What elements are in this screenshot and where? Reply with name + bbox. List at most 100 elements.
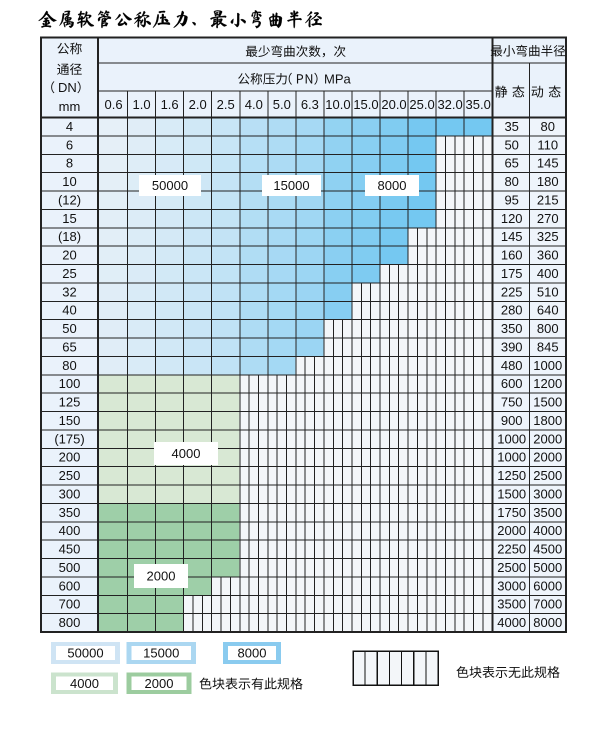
svg-text:4000: 4000 [497, 615, 526, 630]
svg-text:6.3: 6.3 [301, 97, 319, 112]
svg-text:600: 600 [501, 376, 523, 391]
svg-text:1000: 1000 [497, 450, 526, 465]
svg-text:(18): (18) [58, 229, 81, 244]
svg-text:35: 35 [504, 119, 518, 134]
svg-text:80: 80 [541, 119, 555, 134]
svg-text:3000: 3000 [497, 578, 526, 593]
svg-text:845: 845 [537, 339, 559, 354]
svg-text:600: 600 [59, 578, 81, 593]
svg-text:100: 100 [59, 376, 81, 391]
svg-text:1500: 1500 [497, 486, 526, 501]
svg-text:750: 750 [501, 395, 523, 410]
svg-text:6: 6 [66, 137, 73, 152]
svg-text:32: 32 [62, 284, 76, 299]
svg-text:800: 800 [537, 321, 559, 336]
svg-text:480: 480 [501, 358, 523, 373]
svg-text:640: 640 [537, 303, 559, 318]
svg-text:120: 120 [501, 211, 523, 226]
svg-text:20: 20 [62, 248, 76, 263]
svg-text:1750: 1750 [497, 505, 526, 520]
svg-text:450: 450 [59, 542, 81, 557]
svg-text:15: 15 [62, 211, 76, 226]
svg-text:900: 900 [501, 413, 523, 428]
svg-text:1.0: 1.0 [133, 97, 151, 112]
svg-text:8: 8 [66, 156, 73, 171]
svg-text:40: 40 [62, 303, 76, 318]
svg-text:2000: 2000 [533, 431, 562, 446]
svg-text:2000: 2000 [145, 676, 174, 691]
svg-text:145: 145 [501, 229, 523, 244]
svg-text:510: 510 [537, 284, 559, 299]
svg-text:6000: 6000 [533, 578, 562, 593]
svg-text:215: 215 [537, 192, 559, 207]
svg-text:95: 95 [504, 192, 518, 207]
svg-text:mm: mm [59, 99, 81, 114]
svg-text:3500: 3500 [533, 505, 562, 520]
svg-text:225: 225 [501, 284, 523, 299]
svg-text:15000: 15000 [143, 646, 179, 661]
svg-text:1000: 1000 [497, 431, 526, 446]
svg-text:2250: 2250 [497, 542, 526, 557]
svg-text:200: 200 [59, 450, 81, 465]
svg-text:65: 65 [62, 339, 76, 354]
svg-text:15000: 15000 [273, 178, 309, 193]
svg-text:300: 300 [59, 486, 81, 501]
svg-text:DN: DN [58, 80, 77, 95]
svg-text:270: 270 [537, 211, 559, 226]
svg-text:3000: 3000 [533, 486, 562, 501]
svg-text:2500: 2500 [497, 560, 526, 575]
svg-text:8000: 8000 [238, 646, 267, 661]
svg-text:(175): (175) [54, 431, 84, 446]
svg-text:50000: 50000 [152, 178, 188, 193]
svg-text:2.0: 2.0 [189, 97, 207, 112]
svg-text:8000: 8000 [533, 615, 562, 630]
svg-text:5000: 5000 [533, 560, 562, 575]
svg-text:175: 175 [501, 266, 523, 281]
svg-text:8000: 8000 [378, 178, 407, 193]
svg-text:125: 125 [59, 395, 81, 410]
svg-text:360: 360 [537, 248, 559, 263]
svg-text:145: 145 [537, 156, 559, 171]
svg-text:400: 400 [537, 266, 559, 281]
svg-text:3500: 3500 [497, 597, 526, 612]
svg-text:110: 110 [537, 137, 558, 152]
svg-text:400: 400 [59, 523, 81, 538]
svg-text:7000: 7000 [533, 597, 562, 612]
svg-text:250: 250 [59, 468, 81, 483]
svg-text:1250: 1250 [497, 468, 526, 483]
svg-text:80: 80 [62, 358, 76, 373]
svg-text:MPa: MPa [324, 72, 352, 87]
svg-text:1200: 1200 [533, 376, 562, 391]
svg-text:50000: 50000 [67, 646, 103, 661]
svg-text:2000: 2000 [533, 450, 562, 465]
svg-text:25.0: 25.0 [409, 97, 434, 112]
svg-text:2.5: 2.5 [217, 97, 235, 112]
svg-text:4: 4 [66, 119, 73, 134]
svg-text:50: 50 [504, 137, 518, 152]
svg-text:(12): (12) [58, 192, 81, 207]
svg-text:800: 800 [59, 615, 81, 630]
svg-text:65: 65 [504, 156, 518, 171]
svg-text:4000: 4000 [533, 523, 562, 538]
svg-text:1800: 1800 [533, 413, 562, 428]
svg-text:2000: 2000 [497, 523, 526, 538]
svg-text:0.6: 0.6 [104, 97, 122, 112]
svg-text:700: 700 [59, 597, 81, 612]
svg-text:15.0: 15.0 [353, 97, 378, 112]
svg-text:20.0: 20.0 [381, 97, 406, 112]
svg-text:4000: 4000 [172, 446, 201, 461]
svg-text:1.6: 1.6 [161, 97, 179, 112]
svg-text:25: 25 [62, 266, 76, 281]
svg-text:4500: 4500 [533, 542, 562, 557]
svg-text:180: 180 [537, 174, 559, 189]
svg-text:5.0: 5.0 [273, 97, 291, 112]
svg-text:2000: 2000 [147, 569, 176, 584]
svg-text:50: 50 [62, 321, 76, 336]
svg-text:1000: 1000 [533, 358, 562, 373]
svg-text:10.0: 10.0 [325, 97, 350, 112]
svg-text:280: 280 [501, 303, 523, 318]
svg-text:350: 350 [501, 321, 523, 336]
svg-text:35.0: 35.0 [466, 97, 491, 112]
svg-text:390: 390 [501, 339, 523, 354]
svg-text:150: 150 [59, 413, 81, 428]
